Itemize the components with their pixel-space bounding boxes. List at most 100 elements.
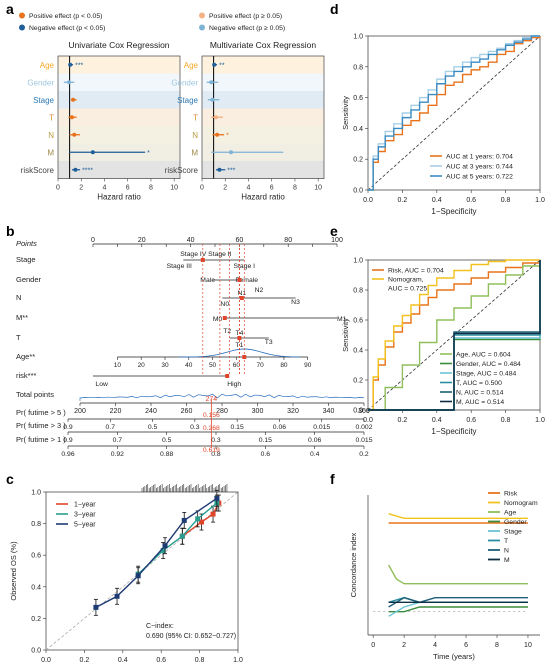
x-tick-label: 0 bbox=[200, 185, 204, 192]
legend-label: Gender bbox=[504, 519, 527, 526]
points-tick-label: 20 bbox=[138, 237, 146, 244]
row-band bbox=[202, 91, 324, 109]
x-tick-label: 4 bbox=[433, 642, 437, 649]
row-label: Gender bbox=[27, 78, 54, 87]
points-tick-label: 60 bbox=[236, 237, 244, 244]
x-tick-label: 0.0 bbox=[363, 417, 373, 424]
panel-letter-a: a bbox=[6, 1, 14, 17]
y-tick-label: 0.4 bbox=[353, 348, 363, 355]
hr-point bbox=[212, 62, 217, 67]
nomogram-row-label: Pr( futime > 3 ) bbox=[16, 421, 66, 430]
y-tick-label: 0.6 bbox=[31, 553, 41, 560]
nomogram-row-label: Pr( futime > 5 ) bbox=[16, 408, 66, 417]
row-band bbox=[58, 56, 180, 74]
concordance-line bbox=[388, 564, 528, 585]
y-tick-label: 1.0 bbox=[353, 34, 363, 41]
hr-point bbox=[72, 132, 77, 137]
age-density bbox=[177, 348, 301, 358]
x-tick-label: 1.0 bbox=[233, 657, 243, 664]
prob-tick-label: 0.06 bbox=[308, 437, 321, 444]
x-tick-label: 0 bbox=[371, 642, 375, 649]
row-label: riskScore bbox=[21, 166, 55, 175]
m-label: M0 bbox=[213, 316, 223, 323]
y-axis-label: Sensitivity bbox=[341, 96, 350, 130]
age-tick-label: 50 bbox=[209, 362, 217, 369]
x-tick-label: 0.6 bbox=[156, 657, 166, 664]
age-tick-label: 30 bbox=[161, 362, 169, 369]
prob-tick-label: 0.8 bbox=[211, 451, 221, 458]
gender-label: Female bbox=[235, 277, 258, 284]
row-band bbox=[58, 73, 180, 91]
panel-letter-b: b bbox=[6, 223, 15, 239]
x-tick-label: 6 bbox=[126, 185, 130, 192]
pr-value-label: 0.268 bbox=[203, 425, 220, 432]
prob-tick-label: 0.06 bbox=[273, 424, 286, 431]
stage-label: Stage IV bbox=[180, 251, 207, 258]
nomogram-row-label: T bbox=[16, 333, 21, 342]
concordance-line bbox=[388, 606, 528, 613]
x-tick-label: 8 bbox=[495, 642, 499, 649]
points-tick-label: 0 bbox=[91, 237, 95, 244]
points-tick-label: 100 bbox=[331, 237, 343, 244]
x-tick-label: 2 bbox=[223, 185, 227, 192]
age-tick-label: 60 bbox=[233, 362, 241, 369]
legend-label: Stage, AUC = 0.484 bbox=[456, 371, 516, 378]
prob-tick-label: 0.2 bbox=[359, 451, 369, 458]
risk-label: Low bbox=[95, 381, 108, 388]
nomogram-row-label: Pr( futime > 1 ) bbox=[16, 435, 66, 444]
y-tick-label: 0.8 bbox=[353, 64, 363, 71]
x-tick-label: 1.0 bbox=[535, 417, 545, 424]
y-axis-label: Concordance index bbox=[349, 532, 358, 597]
y-tick-label: 0.4 bbox=[353, 126, 363, 133]
m-label: M1 bbox=[337, 316, 347, 323]
x-tick-label: 0.4 bbox=[118, 657, 128, 664]
prob-tick-label: 0.3 bbox=[190, 424, 200, 431]
row-label: Gender bbox=[171, 78, 198, 87]
hr-point bbox=[210, 97, 215, 102]
calibration-point bbox=[195, 516, 201, 522]
significance-stars: *** bbox=[75, 62, 83, 69]
total-tick-label: 260 bbox=[181, 408, 193, 415]
legend-label: AUC at 3 years: 0.744 bbox=[446, 164, 513, 171]
age-tick-label: 40 bbox=[185, 362, 193, 369]
age-tick-label: 10 bbox=[114, 362, 122, 369]
y-tick-label: 0.4 bbox=[31, 584, 41, 591]
selected-point-marker bbox=[237, 336, 242, 340]
selected-point-marker bbox=[242, 355, 247, 359]
x-tick-label: 1.0 bbox=[535, 197, 545, 204]
hr-point bbox=[209, 80, 214, 85]
row-label: M bbox=[47, 148, 54, 157]
plot-frame bbox=[57, 55, 181, 179]
panel-letter-e: e bbox=[330, 223, 338, 239]
t-label: T2 bbox=[223, 328, 231, 335]
prob-tick-label: 0.9 bbox=[63, 424, 73, 431]
roc-curve bbox=[368, 260, 541, 411]
y-axis-label: Observed OS (%) bbox=[9, 541, 18, 601]
row-label: N bbox=[48, 131, 54, 140]
plot-frame bbox=[367, 35, 541, 191]
prob-tick-label: 0.96 bbox=[61, 451, 74, 458]
y-tick-label: 1.0 bbox=[353, 258, 363, 265]
x-tick-label: 10 bbox=[314, 185, 322, 192]
c-index-label: C−index: bbox=[146, 623, 174, 630]
legend-label: N bbox=[504, 548, 509, 555]
x-tick-label: 0.0 bbox=[41, 657, 51, 664]
total-tick-label: 280 bbox=[216, 408, 228, 415]
panel-f-concordance: 0 2 4 6 8 10 Time (years) Concordance index Risk… bbox=[349, 491, 540, 661]
legend-label: T, AUC = 0.500 bbox=[456, 380, 502, 387]
panel-letter-d: d bbox=[330, 1, 339, 17]
prob-tick-label: 0.92 bbox=[111, 451, 124, 458]
legend-label: M, AUC = 0.514 bbox=[456, 399, 504, 406]
hr-point bbox=[90, 150, 95, 155]
stage-label: Stage I bbox=[234, 263, 256, 270]
panel-letter-c: c bbox=[6, 471, 14, 487]
plot-title: Multivariate Cox Regression bbox=[210, 40, 317, 50]
prob-tick-label: 0.015 bbox=[355, 437, 372, 444]
age-tick-label: 70 bbox=[257, 362, 265, 369]
row-label: Age bbox=[40, 61, 55, 70]
panel-b-nomogram: Points Stage Gender N M** T Age** risk*** Total … bbox=[16, 237, 373, 458]
selected-point-marker bbox=[239, 296, 244, 300]
x-tick-label: 6 bbox=[270, 185, 274, 192]
row-band bbox=[202, 126, 324, 144]
nomogram-row-label: Age** bbox=[16, 352, 35, 361]
